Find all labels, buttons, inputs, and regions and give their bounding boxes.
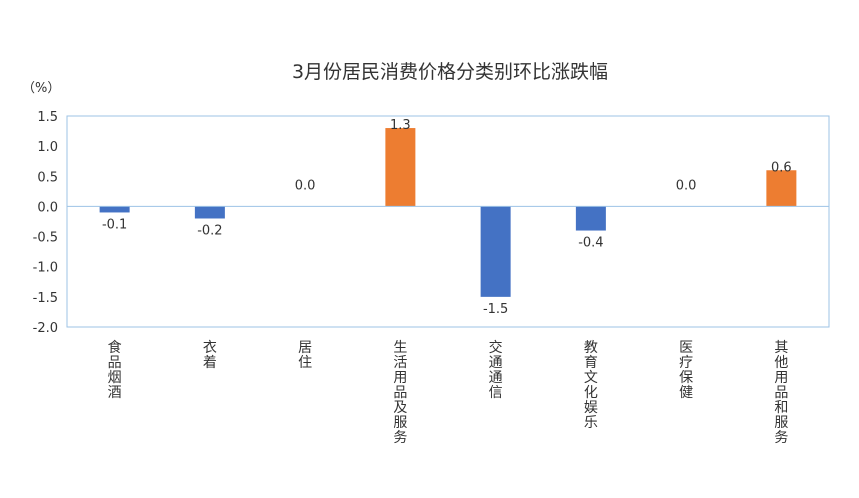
bar	[385, 128, 416, 207]
data-label: -0.2	[197, 223, 222, 238]
data-label: -0.4	[578, 236, 603, 251]
category-label: 医疗保健	[679, 340, 693, 401]
category-label: 生活用品及服务	[393, 340, 407, 446]
x-axis-categories: 食品烟酒 衣着 居住 生活用品及服务 交通通信 教育文化娱乐 医疗保健 其他用品和服务	[108, 339, 789, 446]
y-tick-label: -0.5	[33, 231, 58, 246]
data-label: -0.1	[102, 217, 127, 232]
y-tick-label: -1.5	[33, 291, 58, 306]
bar	[480, 206, 511, 297]
bars	[99, 128, 797, 297]
category-label: 衣着	[203, 340, 217, 371]
category-label: 教育文化娱乐	[584, 340, 598, 431]
data-label: 0.0	[676, 178, 697, 193]
y-tick-label: 1.0	[37, 140, 58, 155]
plot-area-frame	[66, 115, 830, 328]
bar	[766, 170, 797, 207]
data-label: -1.5	[483, 302, 508, 317]
chart-title: 3月份居民消费价格分类别环比涨跌幅	[292, 61, 608, 83]
bar	[575, 206, 606, 231]
y-tick-label: 0.0	[37, 200, 58, 215]
y-tick-label: 1.5	[37, 110, 58, 125]
y-tick-label: 0.5	[37, 170, 58, 185]
y-tick-label: -1.0	[33, 261, 58, 276]
category-label: 交通通信	[489, 339, 503, 401]
bar	[99, 206, 130, 213]
data-label: 1.3	[390, 118, 411, 133]
data-label: 0.0	[295, 178, 316, 193]
category-label: 其他用品和服务	[774, 340, 788, 446]
y-axis-ticks: 1.5 1.0 0.5 0.0 -0.5 -1.0 -1.5 -2.0	[33, 110, 58, 336]
bar	[194, 206, 225, 219]
category-label: 居住	[298, 340, 312, 371]
category-label: 食品烟酒	[108, 339, 122, 401]
y-tick-label: -2.0	[33, 321, 58, 336]
y-axis-unit-label: （%）	[22, 81, 60, 96]
data-label: 0.6	[771, 160, 792, 175]
data-labels: -0.1 -0.2 0.0 1.3 -1.5 -0.4 0.0 0.6	[102, 118, 792, 317]
